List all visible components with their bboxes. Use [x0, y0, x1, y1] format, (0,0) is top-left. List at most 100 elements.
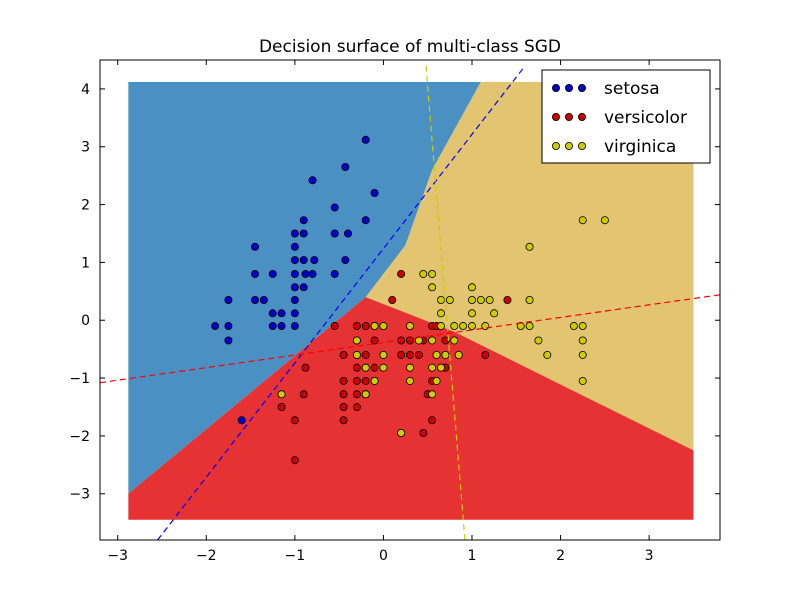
point-versicolor [339, 390, 348, 399]
point-setosa [268, 322, 277, 331]
point-setosa [250, 269, 259, 278]
legend: setosa versicolor virginica [541, 69, 711, 164]
point-versicolor [352, 390, 361, 399]
point-virginica [467, 283, 476, 292]
legend-marker-virginica [578, 141, 587, 150]
point-setosa [299, 283, 308, 292]
point-versicolor [352, 363, 361, 372]
y-tick-label: −3 [69, 487, 90, 503]
point-virginica [467, 295, 476, 304]
legend-marker-versicolor [552, 113, 561, 122]
legend-marker-versicolor [578, 113, 587, 122]
point-setosa [268, 309, 277, 318]
point-versicolor [290, 456, 299, 465]
point-versicolor [419, 429, 428, 438]
point-setosa [308, 176, 317, 185]
point-versicolor [330, 322, 339, 331]
x-tick-label: 0 [379, 548, 388, 564]
point-setosa [277, 309, 286, 318]
point-versicolor [339, 376, 348, 385]
point-virginica [485, 295, 494, 304]
point-versicolor [397, 350, 406, 359]
point-setosa [259, 295, 268, 304]
point-virginica [459, 322, 468, 331]
legend-label-versicolor: versicolor [604, 108, 687, 128]
y-tick-label: 2 [81, 198, 90, 214]
point-virginica [467, 322, 476, 331]
point-virginica [445, 295, 454, 304]
point-virginica [467, 309, 476, 318]
point-virginica [414, 336, 423, 345]
point-virginica [405, 322, 414, 331]
point-versicolor [361, 350, 370, 359]
point-versicolor [414, 350, 423, 359]
chart-title: Decision surface of multi-class SGD [259, 37, 561, 57]
point-setosa [290, 283, 299, 292]
point-virginica [436, 363, 445, 372]
region-virginica [365, 81, 694, 451]
y-tick-label: 1 [81, 255, 90, 271]
point-virginica [578, 376, 587, 385]
point-versicolor [481, 350, 490, 359]
point-versicolor [352, 402, 361, 411]
point-versicolor [388, 295, 397, 304]
point-virginica [476, 295, 485, 304]
point-virginica [454, 350, 463, 359]
y-tick-label: −1 [69, 371, 90, 387]
point-setosa [341, 256, 350, 265]
x-tick-label: −1 [285, 548, 306, 564]
point-setosa [341, 162, 350, 171]
point-virginica [578, 322, 587, 331]
x-tick-label: −3 [107, 548, 128, 564]
x-tick-label: −2 [196, 548, 217, 564]
y-tick-label: 3 [81, 140, 90, 156]
point-virginica [370, 322, 379, 331]
x-axis: −3 −2 −1 0 1 2 3 [107, 60, 654, 564]
point-setosa [290, 309, 299, 318]
point-versicolor [339, 402, 348, 411]
point-setosa [277, 322, 286, 331]
point-versicolor [301, 363, 310, 372]
point-setosa [250, 295, 259, 304]
decision-boundaries [100, 65, 720, 540]
point-setosa [299, 256, 308, 265]
point-virginica [379, 350, 388, 359]
point-virginica [516, 322, 525, 331]
point-versicolor [370, 336, 379, 345]
point-setosa [224, 295, 233, 304]
point-versicolor [339, 350, 348, 359]
point-setosa [330, 269, 339, 278]
point-setosa [290, 256, 299, 265]
point-setosa [237, 416, 246, 425]
x-tick-label: 1 [468, 548, 477, 564]
point-virginica [419, 269, 428, 278]
point-virginica [436, 295, 445, 304]
point-virginica [525, 295, 534, 304]
legend-marker-virginica [552, 141, 561, 150]
point-setosa [361, 216, 370, 225]
point-versicolor [339, 416, 348, 425]
point-virginica [578, 216, 587, 225]
point-virginica [361, 363, 370, 372]
point-versicolor [503, 295, 512, 304]
point-virginica [436, 309, 445, 318]
legend-marker-setosa [565, 84, 574, 93]
legend-marker-virginica [565, 141, 574, 150]
point-setosa [301, 269, 310, 278]
point-virginica [379, 322, 388, 331]
point-virginica [379, 363, 388, 372]
plot-frame [99, 59, 721, 541]
point-virginica [490, 309, 499, 318]
point-setosa [268, 269, 277, 278]
point-setosa [330, 203, 339, 212]
point-virginica [428, 269, 437, 278]
point-versicolor [361, 322, 370, 331]
point-setosa [343, 229, 352, 238]
point-virginica [578, 336, 587, 345]
point-setosa [308, 269, 317, 278]
legend-marker-setosa [578, 84, 587, 93]
legend-marker-versicolor [565, 113, 574, 122]
point-virginica [361, 390, 370, 399]
point-virginica [352, 336, 361, 345]
point-setosa [310, 256, 319, 265]
